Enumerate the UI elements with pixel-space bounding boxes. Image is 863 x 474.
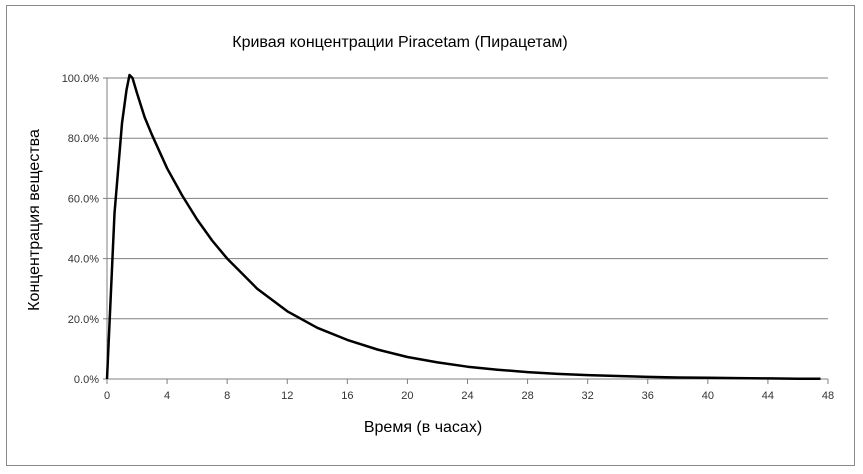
y-tick-label: 80.0% [68, 133, 99, 145]
y-tick-label: 100.0% [62, 73, 100, 85]
concentration-curve [105, 73, 821, 380]
x-axis-ticks: 0 4 8 12 16 20 24 28 32 36 40 44 48 [104, 379, 834, 402]
x-tick-label: 44 [762, 390, 774, 402]
grid-lines [107, 77, 828, 320]
x-tick-label: 8 [224, 390, 230, 402]
x-axis-label: Время (в часах) [364, 419, 482, 436]
x-tick-label: 4 [164, 390, 170, 402]
x-tick-label: 40 [702, 390, 714, 402]
y-axis-label: Концентрация вещества [26, 129, 43, 311]
x-tick-label: 16 [341, 390, 353, 402]
chart-frame [6, 5, 855, 466]
x-tick-label: 24 [461, 390, 473, 402]
x-tick-label: 36 [642, 390, 654, 402]
x-tick-label: 48 [822, 390, 834, 402]
x-tick-label: 32 [582, 390, 594, 402]
y-tick-label: 40.0% [68, 254, 99, 266]
x-tick-label: 0 [104, 390, 110, 402]
y-tick-label: 20.0% [68, 314, 99, 326]
x-tick-label: 20 [401, 390, 413, 402]
y-axis-ticks: 0.0% 20.0% 40.0% 60.0% 80.0% 100.0% [62, 73, 107, 386]
chart-title: Кривая концентрации Piracetam (Пирацетам… [232, 34, 567, 51]
y-tick-label: 60.0% [68, 193, 99, 205]
y-tick-label: 0.0% [74, 374, 99, 386]
axes [106, 78, 828, 380]
x-tick-label: 28 [521, 390, 533, 402]
x-tick-label: 12 [281, 390, 293, 402]
